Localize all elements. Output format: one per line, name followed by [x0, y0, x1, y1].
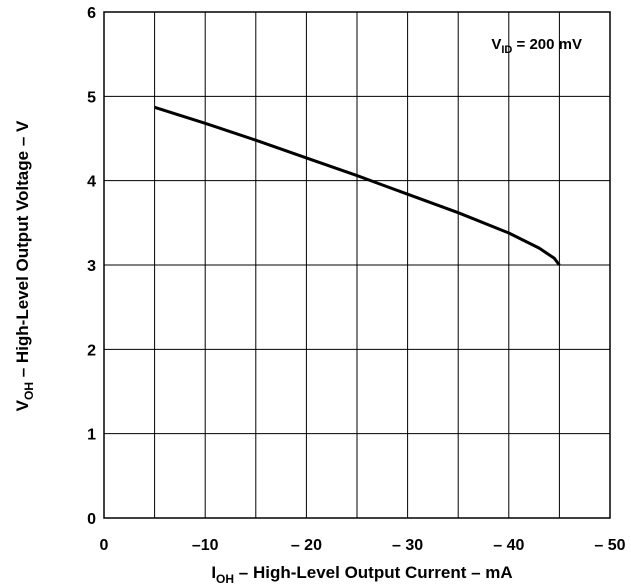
plot-frame	[103, 11, 611, 519]
annotation-sub: ID	[501, 44, 512, 56]
y-tick-label: 6	[87, 5, 96, 22]
annotation-main: V	[491, 36, 501, 53]
grid	[104, 12, 610, 518]
series-line	[154, 105, 561, 266]
y-tick-label: 5	[87, 89, 96, 106]
annotation-vid: VID = 200 mV	[491, 36, 582, 56]
series-layer	[154, 105, 561, 266]
x-tick-label: 0	[100, 537, 109, 554]
x-label-main: I	[211, 563, 216, 582]
y-tick-label: 0	[87, 511, 96, 528]
x-tick-label: – 40	[493, 537, 524, 554]
x-label-sub: OH	[216, 572, 234, 585]
x-tick-label: – 20	[291, 537, 322, 554]
y-tick-label: 1	[87, 427, 96, 444]
y-label-main: V	[13, 399, 32, 411]
tick-labels: 0 –10 – 20 – 30 – 40 – 50 0 1 2 3 4 5 6	[87, 5, 626, 554]
x-tick-label: – 30	[392, 537, 423, 554]
y-tick-label: 4	[87, 174, 96, 191]
y-axis-label: VOH – High-Level Output Voltage – V	[13, 120, 36, 411]
x-label-rest: – High-Level Output Current – mA	[234, 563, 513, 582]
x-tick-label: – 50	[594, 537, 625, 554]
y-tick-label: 2	[87, 342, 96, 359]
y-tick-label: 3	[87, 258, 96, 275]
annotation-rest: = 200 mV	[512, 36, 582, 53]
y-label-rest: – High-Level Output Voltage – V	[13, 120, 32, 382]
x-axis-label: IOH – High-Level Output Current – mA	[211, 563, 512, 585]
y-label-sub: OH	[22, 382, 36, 400]
x-tick-label: –10	[192, 537, 219, 554]
